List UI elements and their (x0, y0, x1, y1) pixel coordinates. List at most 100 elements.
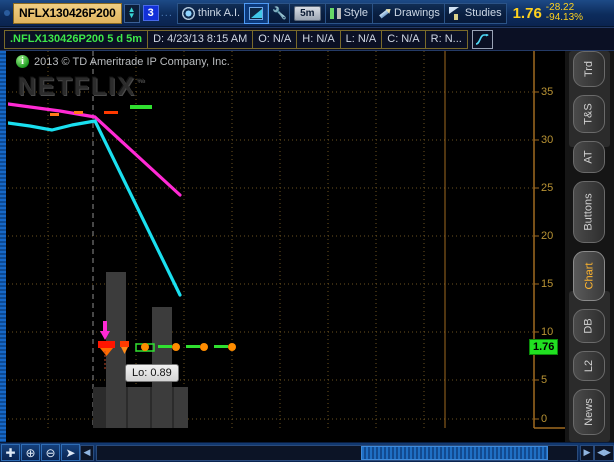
info-low: L: N/A (341, 29, 383, 49)
info-date: D: 4/23/13 8:15 AM (148, 29, 254, 49)
target-icon (181, 6, 195, 20)
ytick-5: 5 (541, 374, 548, 386)
info-open: O: N/A (253, 29, 298, 49)
scrollbar-thumb[interactable] (361, 445, 549, 460)
cursor-icon[interactable]: ➤ (61, 444, 80, 461)
spinner-down-icon[interactable]: ▼ (127, 11, 136, 20)
info-symbol-period[interactable]: .NFLX130426P200 5 d 5m (5, 29, 149, 49)
left-scroll-rail[interactable] (0, 51, 7, 442)
tab-at[interactable]: AT (573, 141, 605, 173)
tab-l2[interactable]: L2 (573, 351, 605, 381)
info-close: C: N/A (382, 29, 426, 49)
chart-info-bar: .NFLX130426P200 5 d 5m D: 4/23/13 8:15 A… (0, 27, 614, 51)
curve-toggle-button[interactable] (471, 29, 493, 49)
ytick-20: 20 (541, 230, 554, 242)
copyright-text: 2013 © TD Ameritrade IP Company, Inc. (34, 55, 230, 68)
zoom-in-icon[interactable]: ⊕ (21, 444, 40, 461)
pan-icon[interactable]: ✚ (1, 444, 20, 461)
ytick-35: 35 (541, 86, 554, 98)
timeframe-label: 5m (294, 5, 321, 21)
ytick-0: 0 (541, 413, 548, 425)
plot-svg (8, 51, 533, 428)
tab-ts-label: T&S (583, 103, 595, 125)
symbol-input[interactable]: NFLX130426P200 (13, 2, 122, 24)
plot-canvas[interactable]: i 2013 © TD Ameritrade IP Company, Inc. … (8, 51, 533, 442)
price-change-group: -28.22 -94.13% (546, 3, 583, 23)
tab-buttons[interactable]: Buttons (573, 181, 605, 243)
scroll-right-arrow[interactable]: ▶ (580, 444, 594, 461)
tab-ts[interactable]: T&S (573, 95, 605, 133)
tab-l2-label: L2 (583, 359, 595, 373)
ytick-15: 15 (541, 278, 554, 290)
tab-trd-label: Trd (583, 60, 595, 78)
tab-db-label: DB (583, 318, 595, 334)
top-toolbar: NFLX130426P200 ▲ ▼ 3 ... think A.I. 🔧 5m (0, 0, 614, 27)
think-ai-label: think A.I. (197, 7, 241, 19)
info-cells: .NFLX130426P200 5 d 5m D: 4/23/13 8:15 A… (4, 29, 468, 49)
drag-handle-dot (4, 10, 10, 16)
scroll-left-arrow[interactable]: ◀ (80, 444, 94, 461)
settings-button[interactable]: 🔧 (268, 3, 291, 23)
spinner-up-icon[interactable]: ▲ (127, 5, 136, 14)
tab-trd[interactable]: Trd (573, 51, 605, 87)
style-button[interactable]: Style (326, 3, 374, 23)
timeframe-button[interactable]: 5m (290, 3, 326, 23)
studies-button[interactable]: Studies (445, 4, 506, 23)
price-axis-svg (533, 51, 565, 429)
drawings-label: Drawings (394, 7, 440, 19)
chart-area: i 2013 © TD Ameritrade IP Company, Inc. … (0, 51, 614, 457)
style-label: Style (343, 7, 369, 19)
toolbar-group: think A.I. 🔧 5m Style Drawings Studies (176, 2, 507, 24)
think-ai-button[interactable]: think A.I. (178, 3, 246, 23)
price-change: -28.22 (545, 2, 575, 13)
current-price-tag: 1.76 (529, 339, 559, 355)
study-dashes-upper (50, 105, 152, 116)
cyan-series-line (8, 119, 182, 297)
candlestick-icon (329, 7, 341, 20)
resize-handle[interactable]: ◀▶ (594, 444, 614, 461)
watermark-text: NETFLIX (18, 73, 137, 101)
tab-db[interactable]: DB (573, 309, 605, 343)
tab-chart-label: Chart (583, 262, 595, 290)
ytick-30: 30 (541, 134, 554, 146)
green-dot-markers (135, 343, 236, 352)
ytick-10: 10 (541, 326, 554, 338)
info-icon[interactable]: i (16, 55, 29, 68)
chart-count-badge[interactable]: 3 (142, 5, 159, 21)
red-flag-marker (98, 341, 115, 356)
drawings-button[interactable]: Drawings (373, 3, 445, 23)
tab-chart[interactable]: Chart (573, 251, 605, 301)
wrench-icon: 🔧 (272, 5, 288, 20)
down-arrow-marker (100, 321, 110, 340)
bottom-toolbar: ✚ ⊕ ⊖ ➤ ◀ ▶ ◀▶ (0, 442, 614, 462)
brush-icon (448, 6, 462, 20)
symbol-spinner[interactable]: ▲ ▼ (123, 3, 140, 23)
price-change-percent: -94.13% (545, 12, 584, 23)
orange-flag-marker (120, 341, 129, 354)
price-axis[interactable]: 35 30 25 20 15 10 5 0 -5 1.76 (529, 51, 565, 457)
pencil-icon (375, 4, 394, 23)
zoom-out-icon[interactable]: ⊖ (41, 444, 60, 461)
chart-icon (249, 6, 264, 20)
magenta-series-line (8, 102, 182, 197)
volume-bars (106, 272, 188, 428)
tab-buttons-label: Buttons (583, 193, 595, 231)
tab-at-label: AT (583, 150, 595, 164)
toolbar-overflow[interactable]: ... (160, 7, 173, 19)
curve-icon (475, 33, 489, 45)
ytick-25: 25 (541, 182, 554, 194)
studies-label: Studies (464, 7, 502, 19)
horizontal-scrollbar[interactable] (96, 444, 578, 461)
watermark-tm: ™ (136, 77, 148, 88)
signal-markers (98, 321, 236, 369)
grid-horizontal (8, 91, 533, 420)
info-range: R: N... (430, 33, 462, 45)
tab-news[interactable]: News (573, 389, 605, 435)
info-high: H: N/A (297, 29, 341, 49)
chart-type-button[interactable] (244, 2, 270, 24)
grid-vertical (47, 51, 425, 428)
copyright-line: i 2013 © TD Ameritrade IP Company, Inc. (16, 55, 230, 68)
low-tooltip: Lo: 0.89 (125, 364, 179, 382)
right-tab-rail: Trd T&S AT Buttons Chart DB L2 News (565, 51, 614, 442)
